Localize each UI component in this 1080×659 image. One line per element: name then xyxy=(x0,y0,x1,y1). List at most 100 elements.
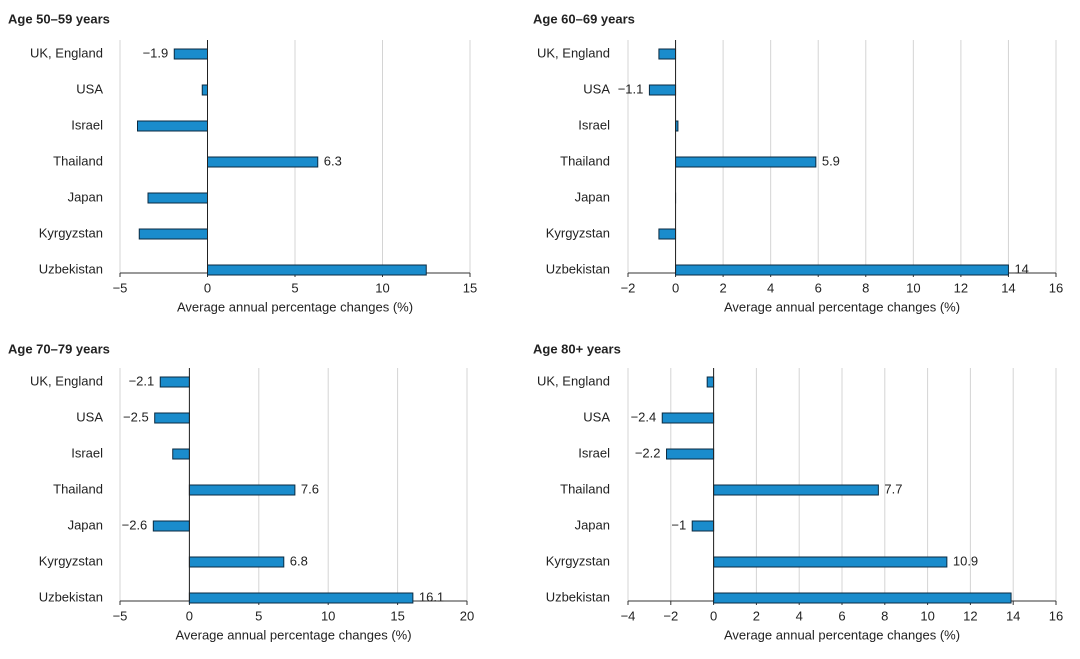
chart-title: Age 70–79 years xyxy=(8,341,110,356)
y-tick-label: Uzbekistan xyxy=(546,589,610,604)
data-label: 16.1 xyxy=(419,589,444,604)
y-tick-label: USA xyxy=(583,409,610,424)
x-tick-label: 5 xyxy=(291,280,298,295)
x-tick-label: 2 xyxy=(753,608,760,623)
x-tick-label: 10 xyxy=(375,280,389,295)
y-tick-label: Israel xyxy=(71,117,103,132)
x-tick-label: 20 xyxy=(460,608,474,623)
bar xyxy=(692,521,713,531)
x-tick-label: 16 xyxy=(1049,608,1063,623)
bar xyxy=(714,485,879,495)
x-tick-label: 6 xyxy=(838,608,845,623)
bar xyxy=(189,557,283,567)
y-tick-label: Kyrgyzstan xyxy=(546,553,610,568)
bar xyxy=(202,85,207,95)
x-tick-label: −5 xyxy=(113,608,128,623)
x-tick-label: −5 xyxy=(113,280,128,295)
x-tick-label: −2 xyxy=(663,608,678,623)
bar xyxy=(659,229,676,239)
y-tick-label: Thailand xyxy=(560,153,610,168)
x-axis-title: Average annual percentage changes (%) xyxy=(175,627,411,642)
bar xyxy=(189,593,412,603)
x-tick-label: 12 xyxy=(963,608,977,623)
data-label: 7.7 xyxy=(884,481,902,496)
y-tick-label: Uzbekistan xyxy=(39,589,103,604)
x-tick-label: 10 xyxy=(321,608,335,623)
data-label: 6.3 xyxy=(324,153,342,168)
x-tick-label: 10 xyxy=(906,280,920,295)
data-label: 7.6 xyxy=(301,481,319,496)
x-tick-label: 0 xyxy=(672,280,679,295)
x-tick-label: −4 xyxy=(621,608,636,623)
y-tick-label: Israel xyxy=(71,445,103,460)
data-label: 6.8 xyxy=(290,553,308,568)
y-tick-label: Kyrgyzstan xyxy=(39,225,103,240)
y-tick-label: Thailand xyxy=(53,481,103,496)
data-label: −2.4 xyxy=(631,409,657,424)
y-tick-label: Japan xyxy=(68,189,103,204)
y-tick-label: Uzbekistan xyxy=(546,261,610,276)
bar xyxy=(659,49,676,59)
x-tick-label: 4 xyxy=(796,608,803,623)
x-tick-label: 12 xyxy=(954,280,968,295)
x-tick-label: 15 xyxy=(463,280,477,295)
bar xyxy=(676,265,1009,275)
x-tick-label: 2 xyxy=(719,280,726,295)
data-label: −2.2 xyxy=(635,445,661,460)
bar xyxy=(155,413,190,423)
bar xyxy=(153,521,189,531)
x-tick-label: −2 xyxy=(621,280,636,295)
x-axis-title: Average annual percentage changes (%) xyxy=(724,299,960,314)
x-axis-title: Average annual percentage changes (%) xyxy=(177,299,413,314)
data-label: 14 xyxy=(1014,261,1028,276)
bar xyxy=(173,449,190,459)
x-tick-label: 0 xyxy=(204,280,211,295)
bar xyxy=(714,593,1011,603)
y-tick-label: UK, England xyxy=(537,373,610,388)
data-label: −1 xyxy=(671,517,686,532)
x-tick-label: 15 xyxy=(390,608,404,623)
x-tick-label: 5 xyxy=(255,608,262,623)
y-tick-label: USA xyxy=(583,81,610,96)
chart-title: Age 60–69 years xyxy=(533,11,635,26)
x-tick-label: 6 xyxy=(815,280,822,295)
y-tick-label: Japan xyxy=(575,517,610,532)
data-label: 5.9 xyxy=(822,153,840,168)
bar xyxy=(649,85,675,95)
y-tick-label: Kyrgyzstan xyxy=(39,553,103,568)
bar xyxy=(714,557,947,567)
y-tick-label: Israel xyxy=(578,117,610,132)
data-label: −2.5 xyxy=(123,409,149,424)
data-label: 10.9 xyxy=(953,553,978,568)
bar xyxy=(662,413,713,423)
chart-title: Age 80+ years xyxy=(533,341,621,356)
y-tick-label: Thailand xyxy=(560,481,610,496)
chart-title: Age 50–59 years xyxy=(8,11,110,26)
y-tick-label: Japan xyxy=(575,189,610,204)
x-tick-label: 8 xyxy=(881,608,888,623)
y-tick-label: UK, England xyxy=(30,45,103,60)
bar xyxy=(676,157,816,167)
bar xyxy=(208,265,427,275)
x-tick-label: 0 xyxy=(710,608,717,623)
y-tick-label: Israel xyxy=(578,445,610,460)
y-tick-label: Japan xyxy=(68,517,103,532)
y-tick-label: UK, England xyxy=(537,45,610,60)
bar xyxy=(138,121,208,131)
bar xyxy=(189,485,294,495)
bar xyxy=(174,49,207,59)
y-tick-label: Kyrgyzstan xyxy=(546,225,610,240)
bar xyxy=(707,377,713,387)
bar xyxy=(148,193,208,203)
data-label: −1.1 xyxy=(618,81,644,96)
bar xyxy=(208,157,318,167)
x-axis-title: Average annual percentage changes (%) xyxy=(724,627,960,642)
y-tick-label: Uzbekistan xyxy=(39,261,103,276)
y-tick-label: USA xyxy=(76,81,103,96)
data-label: −1.9 xyxy=(143,45,169,60)
x-tick-label: 16 xyxy=(1049,280,1063,295)
x-tick-label: 10 xyxy=(920,608,934,623)
y-tick-label: USA xyxy=(76,409,103,424)
bar xyxy=(160,377,189,387)
data-label: −2.6 xyxy=(122,517,148,532)
